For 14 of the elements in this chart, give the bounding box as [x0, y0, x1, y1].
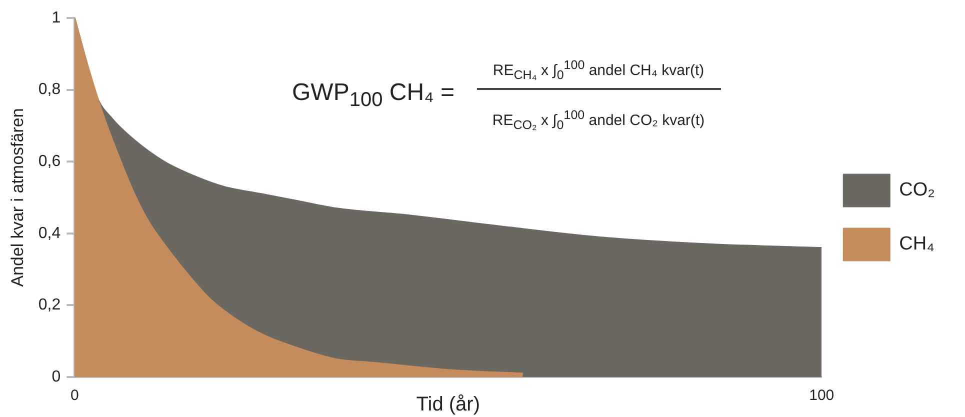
- y-tick-label: 0,8: [38, 81, 61, 98]
- y-tick-label: 1: [52, 9, 61, 26]
- annotation: GWP$_{100}$ CH₄ =: [292, 78, 455, 112]
- x-axis-title: Tid (år): [416, 394, 480, 416]
- annotation: RE$_{CH₄}$ x ∫$_{0}$$^{100}$ andel CH₄ kvar(t): [492, 57, 706, 84]
- legend-label: CH₄: [899, 234, 935, 255]
- y-tick-label: 0,6: [38, 153, 61, 170]
- y-tick-label: 0: [52, 368, 61, 386]
- y-tick-label: 0,2: [38, 296, 61, 314]
- x-tick-label: 100: [809, 387, 834, 404]
- legend-label: CO₂: [899, 180, 936, 201]
- y-axis-title: Andel kvar i atmosfären: [8, 108, 27, 287]
- y-tick-label: 0,4: [38, 224, 61, 242]
- annotation: RE$_{CO₂}$ x ∫$_{0}$$^{100}$ andel CO₂ kvar(t): [491, 107, 706, 134]
